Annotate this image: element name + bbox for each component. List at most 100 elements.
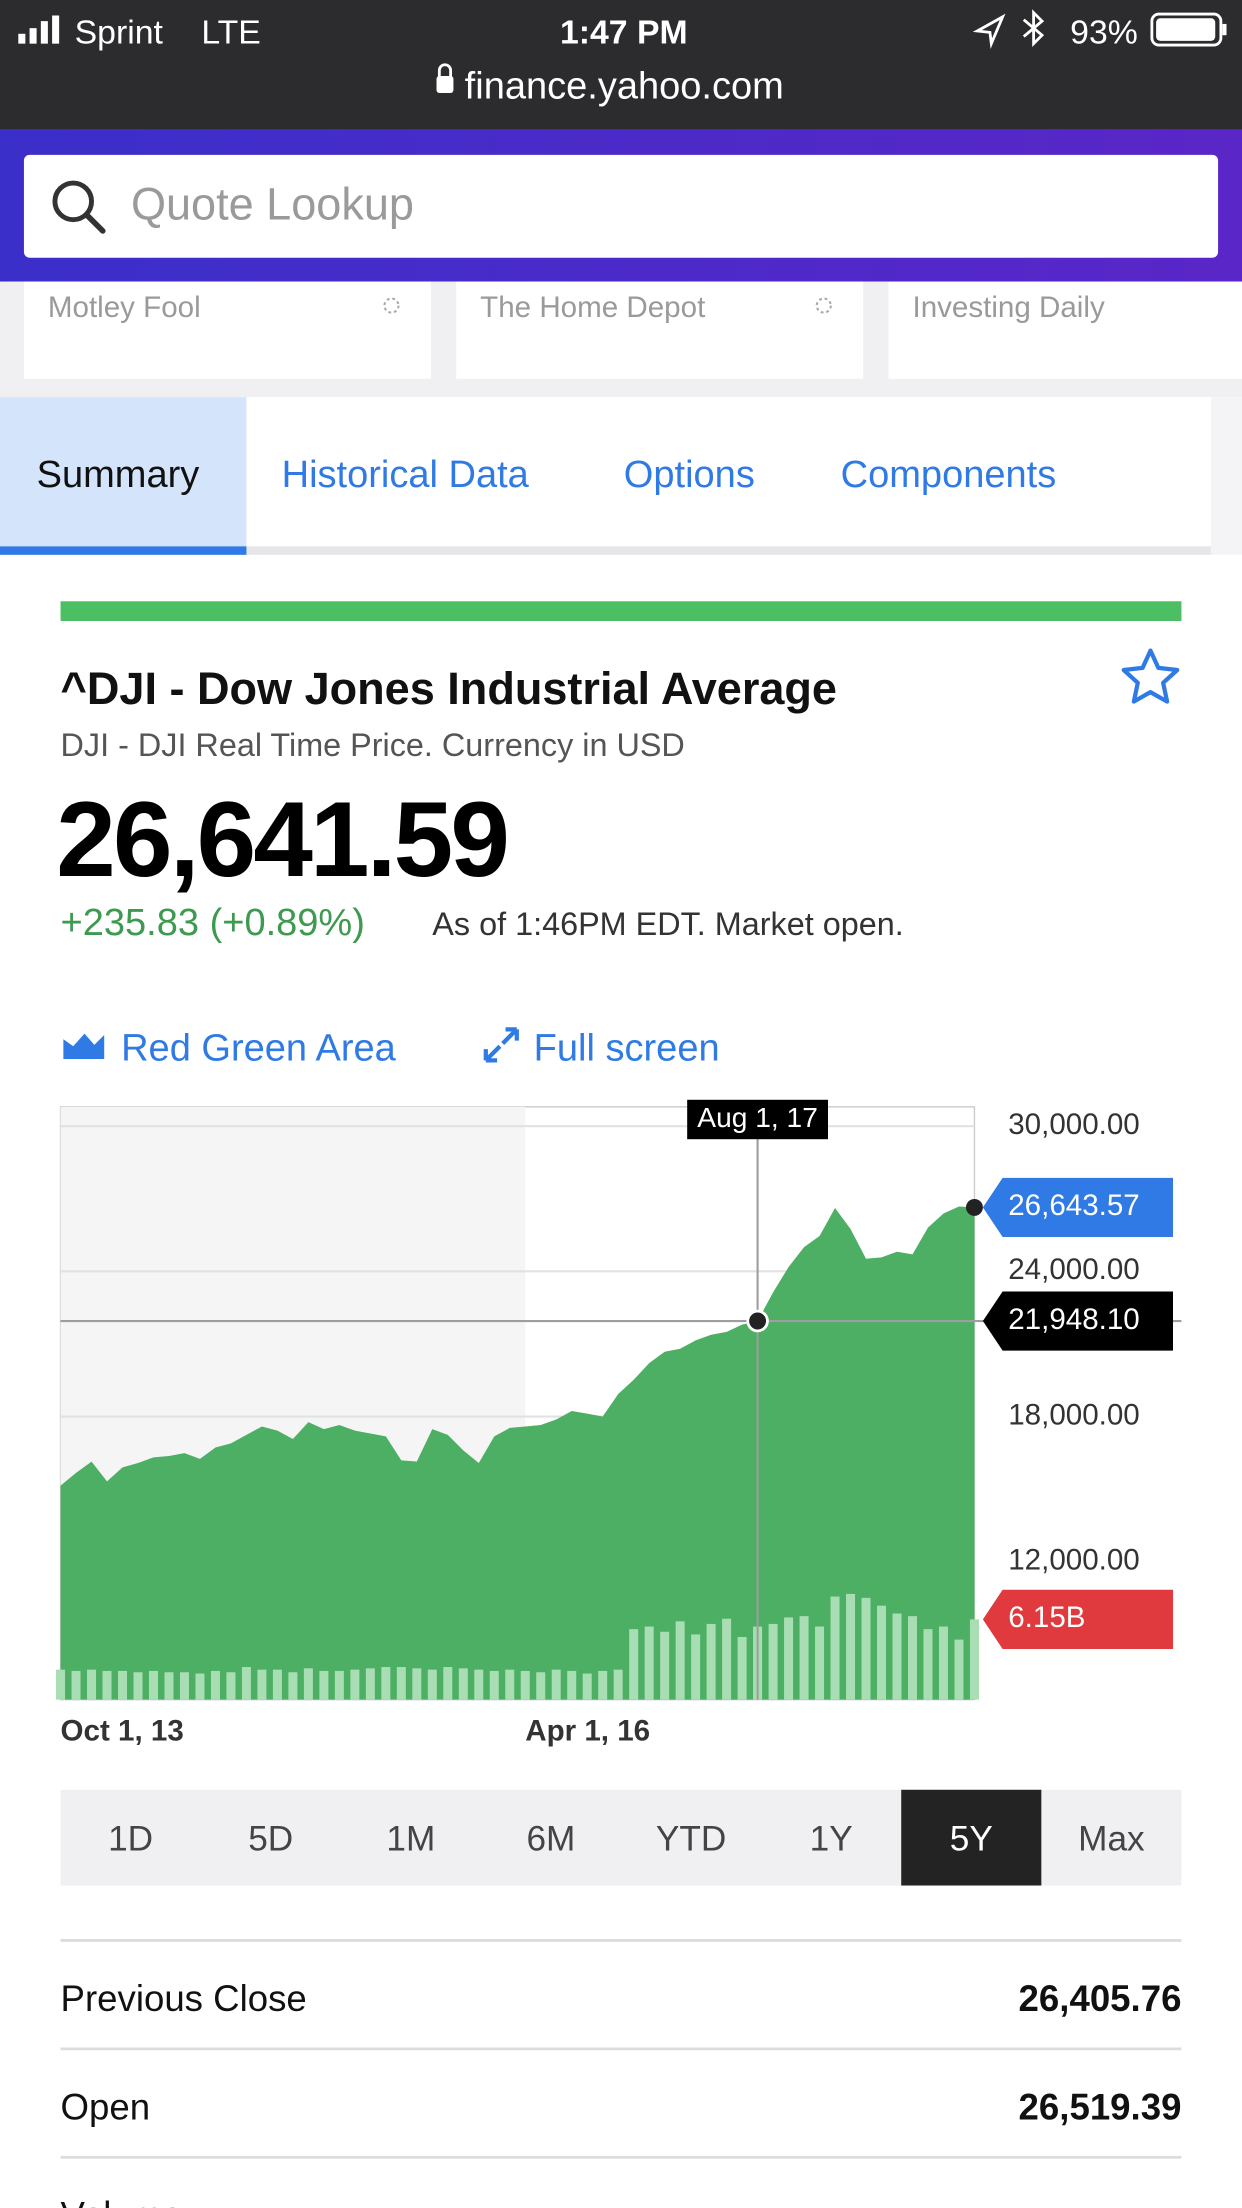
y-tick-label: 18,000.00 xyxy=(1008,1398,1140,1431)
battery-level xyxy=(1156,18,1216,41)
news-card[interactable] xyxy=(888,281,1242,379)
volume-bar xyxy=(118,1670,128,1700)
range-button[interactable]: YTD xyxy=(656,1819,726,1858)
volume-flag xyxy=(982,1589,1173,1649)
tab[interactable]: Options xyxy=(624,454,755,496)
tab[interactable]: Components xyxy=(841,454,1057,496)
tab-selected-bg xyxy=(0,397,247,548)
y-tick-label: 24,000.00 xyxy=(1008,1253,1140,1286)
volume-bar xyxy=(443,1667,453,1700)
search-box[interactable] xyxy=(23,154,1219,258)
range-button[interactable]: 6M xyxy=(526,1819,575,1858)
network: LTE xyxy=(201,14,260,52)
market-bar xyxy=(60,601,1182,621)
crosshair-date: Aug 1, 17 xyxy=(697,1102,818,1133)
volume-bar xyxy=(319,1670,329,1700)
news-icon xyxy=(383,297,400,314)
volume-bar xyxy=(350,1669,360,1700)
quote-price: 26,641.59 xyxy=(56,779,507,899)
crosshair-point xyxy=(746,1309,769,1333)
last-price-label: 26,643.57 xyxy=(1008,1189,1140,1222)
volume-bar xyxy=(71,1670,81,1700)
volume-bar xyxy=(195,1673,205,1700)
news-source: Motley Fool xyxy=(48,291,201,324)
volume-bar xyxy=(629,1629,639,1700)
chart-type-icon xyxy=(63,1033,105,1059)
volume-bar xyxy=(148,1670,158,1700)
stat-label: Open xyxy=(61,2086,151,2127)
news-icon xyxy=(815,297,832,314)
range-button[interactable]: 1Y xyxy=(810,1819,853,1858)
volume-bar xyxy=(613,1669,623,1700)
volume-bar xyxy=(784,1617,794,1700)
volume-bar xyxy=(334,1670,344,1700)
volume-bar xyxy=(938,1626,948,1700)
range-button[interactable]: 5Y xyxy=(950,1819,993,1858)
volume-bar xyxy=(598,1670,608,1700)
range-button[interactable]: 1D xyxy=(108,1819,153,1858)
volume-bar xyxy=(396,1667,406,1700)
volume-bar xyxy=(505,1669,515,1700)
crosshair-price-label: 21,948.10 xyxy=(1008,1303,1140,1336)
volume-bar xyxy=(737,1636,747,1700)
volume-bar xyxy=(412,1668,422,1700)
tab-bar-underline xyxy=(0,546,1212,555)
volume-bar xyxy=(303,1668,313,1700)
volume-bar xyxy=(567,1670,577,1700)
range-button[interactable]: 5D xyxy=(248,1819,293,1858)
volume-bar xyxy=(691,1634,701,1700)
volume-bar xyxy=(551,1669,561,1700)
location-icon xyxy=(972,13,1006,50)
news-card[interactable] xyxy=(23,281,431,379)
lock-icon xyxy=(436,76,454,93)
stat-label: Previous Close xyxy=(61,1978,307,2019)
volume-bar xyxy=(226,1672,236,1700)
chart-type-button[interactable]: Red Green Area xyxy=(121,1027,397,1069)
search-icon-handle xyxy=(84,212,106,234)
volume-bar xyxy=(179,1672,189,1700)
stats-table: Previous Close 26,405.76 Open 26,519.39 Volu… xyxy=(61,1939,1182,2208)
volume-bar xyxy=(210,1670,220,1700)
quote-as-of: As of 1:46PM EDT. Market open. xyxy=(432,906,903,942)
volume-bar xyxy=(923,1629,933,1700)
range-selected-bg xyxy=(901,1789,1042,1886)
fullscreen-button[interactable]: Full screen xyxy=(534,1027,720,1069)
quote-subtitle: DJI - DJI Real Time Price. Currency in U… xyxy=(61,727,685,763)
volume-bar xyxy=(892,1613,902,1700)
tab[interactable]: Historical Data xyxy=(282,454,530,496)
volume-bar xyxy=(474,1669,484,1700)
watchlist-star[interactable] xyxy=(1121,648,1180,704)
range-button[interactable]: Max xyxy=(1078,1819,1145,1858)
volume-bar xyxy=(830,1596,840,1700)
chart: 12,000.00 18,000.00 24,000.00 30,000.00 Oct … xyxy=(56,1099,1182,1747)
volume-bar xyxy=(722,1618,732,1700)
volume-bar xyxy=(582,1673,592,1700)
volume-bar xyxy=(536,1672,546,1700)
battery-icon xyxy=(1150,12,1223,47)
news-source: Investing Daily xyxy=(912,291,1104,324)
crosshair-date-bg xyxy=(687,1099,828,1140)
volume-bar xyxy=(969,1619,979,1700)
bluetooth-icon xyxy=(1022,9,1045,48)
volume-bar xyxy=(954,1639,964,1700)
tab[interactable]: Summary xyxy=(37,454,200,496)
volume-bar xyxy=(56,1669,66,1700)
news-source: The Home Depot xyxy=(480,291,705,324)
range-button[interactable]: 1M xyxy=(386,1819,435,1858)
volume-bar xyxy=(861,1597,871,1700)
volume-bar xyxy=(365,1668,375,1700)
volume-bar xyxy=(87,1669,97,1700)
search-icon xyxy=(52,180,94,223)
fullscreen-icon xyxy=(483,1027,519,1063)
search-placeholder: Quote Lookup xyxy=(131,179,414,230)
volume-bar xyxy=(799,1616,809,1700)
y-tick-label: 30,000.00 xyxy=(1008,1108,1140,1141)
volume-bar xyxy=(164,1672,174,1700)
stat-value: 26,519.39 xyxy=(1019,2086,1182,2127)
crosshair-price-flag xyxy=(982,1291,1173,1351)
volume-bar xyxy=(241,1667,251,1700)
volume-bar xyxy=(288,1672,298,1700)
quote-change: +235.83 (+0.89%) xyxy=(61,902,365,944)
volume-bar xyxy=(660,1631,670,1700)
news-card[interactable] xyxy=(456,281,864,379)
